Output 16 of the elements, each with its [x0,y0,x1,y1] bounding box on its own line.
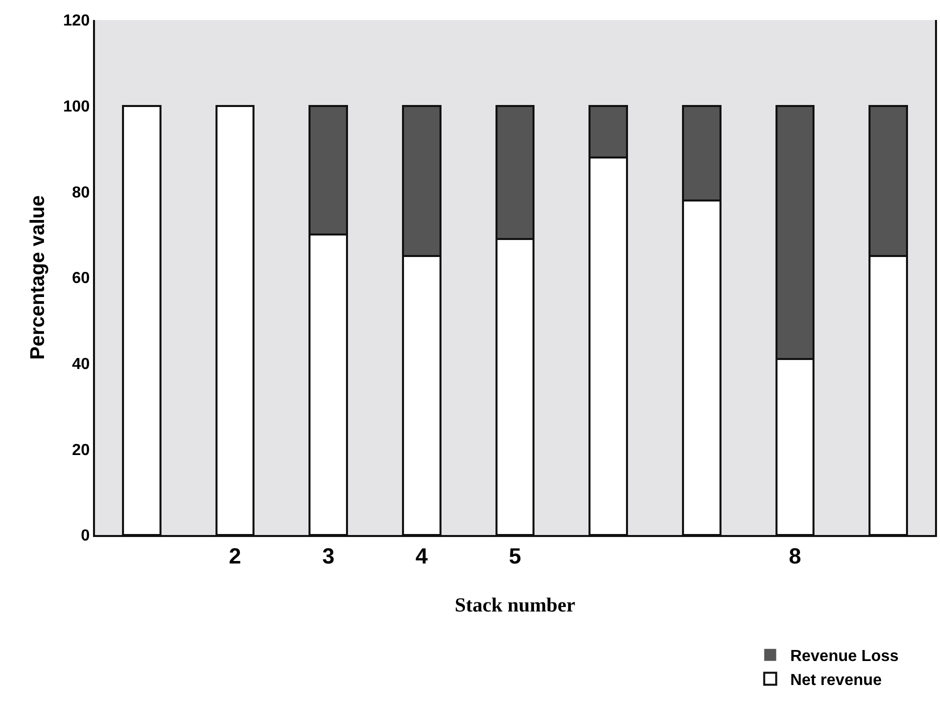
y-tick-label: 100 [63,98,90,116]
y-tick-label: 0 [80,528,90,545]
y-tick-label: 40 [72,356,90,373]
legend-label: Net revenue [790,672,882,689]
x-tick-label: 5 [508,543,522,568]
y-tick-label: 60 [72,270,90,288]
x-tick-label: 8 [788,543,802,568]
y-tick-label: 120 [63,12,90,30]
x-axis-title: Stack number [454,594,576,616]
legend-label: Revenue Loss [790,648,899,666]
x-tick-label: 2 [228,543,242,568]
y-tick-label: 80 [72,184,90,202]
y-axis-title: Percentage value [27,195,49,360]
y-tick-label: 20 [72,442,90,459]
x-tick-label: 4 [416,543,429,568]
x-tick-label: 3 [322,543,334,568]
